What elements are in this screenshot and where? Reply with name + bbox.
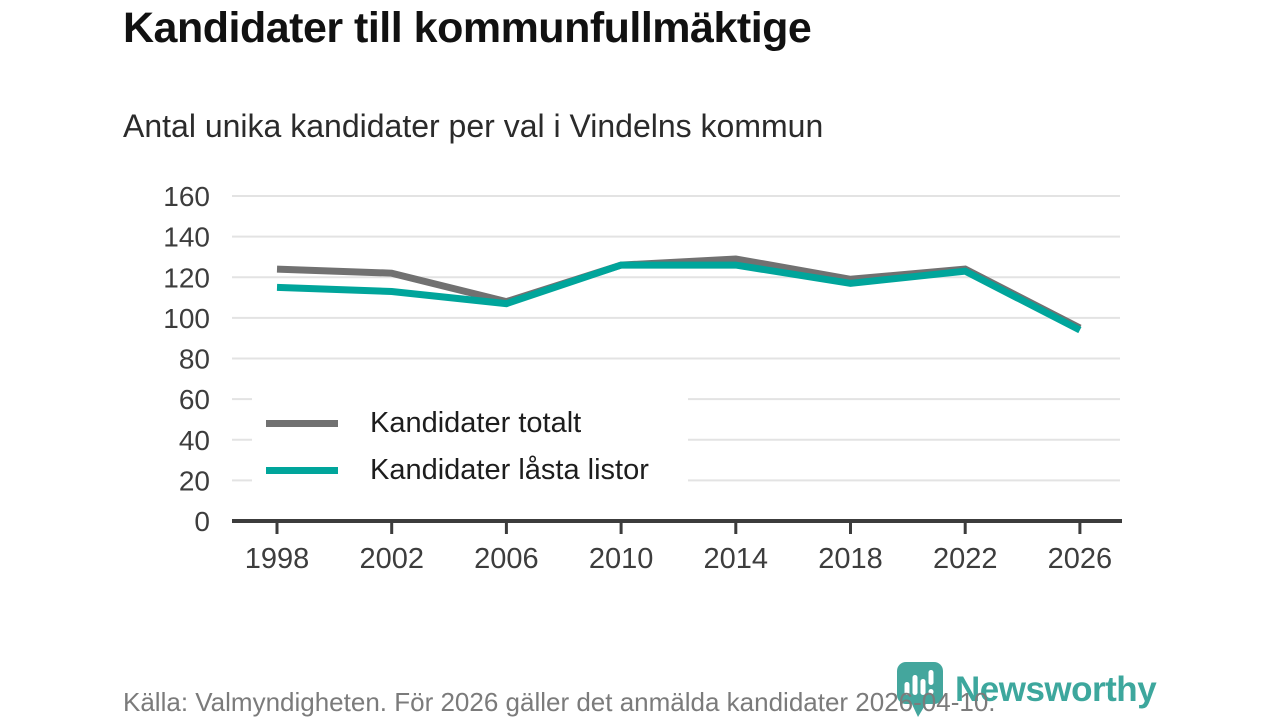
- x-tick-label: 2002: [359, 543, 424, 575]
- newsworthy-logo: Newsworthy: [897, 662, 1157, 718]
- legend-swatch-lasta-listor: [266, 466, 338, 474]
- line-chart: 0 20 40 60 80 100 120 140 160 1998 2002 2006 2010 201…: [163, 181, 1122, 575]
- y-tick-label: 100: [163, 303, 210, 334]
- y-tick-label: 20: [179, 465, 210, 496]
- legend-item-lasta-listor: Kandidater låsta listor: [266, 453, 688, 487]
- newsworthy-logo-text: Newsworthy: [955, 670, 1157, 709]
- chart-legend: Kandidater totalt Kandidater låsta listo…: [252, 398, 688, 497]
- y-tick-label: 160: [163, 181, 210, 212]
- newsworthy-logo-icon: [897, 662, 943, 717]
- x-tick-label: 2018: [818, 543, 883, 575]
- x-tick-label: 2006: [474, 543, 539, 575]
- x-tick-label: 2022: [933, 543, 998, 575]
- chart-subtitle: Antal unika kandidater per val i Vindeln…: [123, 108, 824, 144]
- y-tick-label: 140: [163, 222, 210, 253]
- x-tick-label: 1998: [245, 543, 310, 575]
- page-title: Kandidater till kommunfullmäktige: [123, 4, 812, 52]
- legend-label-lasta-listor: Kandidater låsta listor: [370, 453, 649, 486]
- y-tick-label: 0: [194, 506, 210, 537]
- x-tick-label: 2026: [1048, 543, 1113, 575]
- y-tick-label: 60: [179, 384, 210, 415]
- legend-item-totalt: Kandidater totalt: [266, 406, 688, 440]
- y-tick-label: 40: [179, 425, 210, 456]
- source-note: Källa: Valmyndigheten. För 2026 gäller d…: [123, 687, 996, 717]
- legend-label-totalt: Kandidater totalt: [370, 406, 582, 439]
- x-tick-label: 2014: [704, 543, 769, 575]
- legend-swatch-totalt: [266, 419, 338, 427]
- series-line-kandidater-lasta-listor: [276, 261, 1082, 334]
- y-tick-label: 80: [179, 344, 210, 375]
- y-tick-label: 120: [163, 262, 210, 293]
- x-tick-label: 2010: [589, 543, 654, 575]
